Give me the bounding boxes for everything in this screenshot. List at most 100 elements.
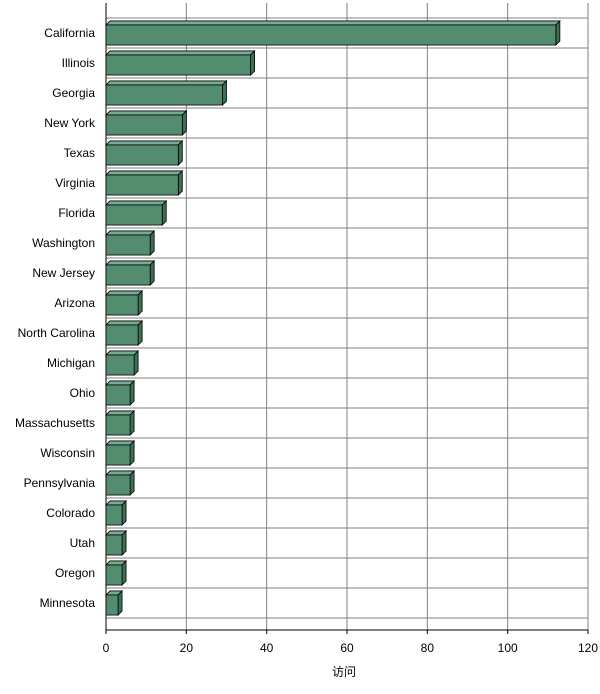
x-tick-label: 20 — [180, 641, 194, 655]
bar-side — [137, 319, 143, 347]
x-tick-labels: 0 20 40 60 80 100 120 — [103, 641, 599, 655]
bar-side — [129, 469, 135, 497]
bar-front — [105, 234, 151, 256]
bar-top — [105, 350, 140, 356]
bar — [105, 199, 168, 227]
bar-front — [105, 114, 183, 136]
bar-side — [149, 229, 155, 257]
bar — [105, 49, 256, 77]
bar-top — [105, 140, 184, 146]
bar-front — [105, 564, 123, 586]
bar-front — [105, 504, 123, 526]
bar-front — [105, 24, 557, 46]
category-label: Georgia — [52, 86, 95, 100]
category-label: Massachusetts — [15, 416, 95, 430]
bar-side — [129, 379, 135, 407]
bar-side — [177, 169, 183, 197]
bar-front — [105, 264, 151, 286]
x-tick-label: 40 — [260, 641, 274, 655]
bar-top — [105, 230, 156, 236]
category-label: California — [44, 26, 95, 40]
bar-side — [121, 529, 127, 557]
bar — [105, 139, 184, 167]
category-label: North Carolina — [18, 326, 96, 340]
bar-front — [105, 324, 139, 346]
bar — [105, 529, 128, 557]
bar — [105, 439, 136, 467]
bar-top — [105, 50, 256, 56]
bar — [105, 349, 140, 377]
category-label: Pennsylvania — [24, 476, 96, 490]
bar — [105, 79, 228, 107]
x-tick-label: 0 — [103, 641, 110, 655]
bar-top — [105, 110, 188, 116]
bar-front — [105, 474, 131, 496]
bar-front — [105, 384, 131, 406]
bar — [105, 319, 144, 347]
bar-side — [161, 199, 167, 227]
bar-side — [177, 139, 183, 167]
bar — [105, 169, 184, 197]
bar-top — [105, 80, 228, 86]
x-axis-label: 访问 — [332, 665, 356, 679]
category-label: Washington — [32, 236, 95, 250]
category-label: Texas — [64, 146, 95, 160]
bar-top — [105, 200, 168, 206]
category-label: Michigan — [47, 356, 95, 370]
bar-side — [121, 499, 127, 527]
category-label: New Jersey — [32, 266, 95, 280]
bar — [105, 469, 136, 497]
bar-front — [105, 144, 179, 166]
x-tick-label: 80 — [421, 641, 435, 655]
bar — [105, 559, 128, 587]
bar — [105, 109, 188, 137]
category-label: Virginia — [55, 176, 95, 190]
category-label: Minnesota — [40, 596, 96, 610]
category-label: Utah — [70, 536, 95, 550]
category-label: New York — [44, 116, 96, 130]
bar — [105, 409, 136, 437]
bar-side — [181, 109, 187, 137]
category-label: Ohio — [70, 386, 96, 400]
bar-side — [117, 589, 123, 617]
bar — [105, 289, 144, 317]
bar-front — [105, 54, 252, 76]
bar-front — [105, 444, 131, 466]
bar-front — [105, 204, 163, 226]
category-label: Oregon — [55, 566, 95, 580]
bar — [105, 379, 136, 407]
bar-side — [129, 409, 135, 437]
bar-front — [105, 534, 123, 556]
bar-top — [105, 320, 144, 326]
bar-front — [105, 414, 131, 436]
bar-top — [105, 410, 136, 416]
bar — [105, 19, 561, 47]
category-label: Florida — [58, 206, 95, 220]
bar-side — [149, 259, 155, 287]
bar-side — [222, 79, 227, 107]
bar-top — [105, 290, 144, 296]
category-label: Colorado — [46, 506, 95, 520]
bar-side — [555, 19, 561, 47]
bar-side — [133, 349, 139, 377]
bar-top — [105, 20, 561, 26]
bar-side — [121, 559, 127, 587]
category-label: Arizona — [54, 296, 95, 310]
bar-top — [105, 260, 156, 266]
x-tick-label: 100 — [498, 641, 518, 655]
bar-top — [105, 470, 136, 476]
bar — [105, 259, 156, 287]
grid — [105, 3, 589, 634]
bar-side — [250, 49, 256, 77]
bar-top — [105, 380, 136, 386]
bar-front — [105, 294, 139, 316]
bar — [105, 589, 124, 617]
bars — [105, 19, 561, 617]
bar-front — [105, 354, 135, 376]
bar-top — [105, 170, 184, 176]
bar-side — [129, 439, 135, 467]
bar — [105, 499, 128, 527]
category-labels: California Illinois Georgia New York Texas Vi… — [15, 26, 96, 610]
bar-front — [105, 84, 223, 106]
